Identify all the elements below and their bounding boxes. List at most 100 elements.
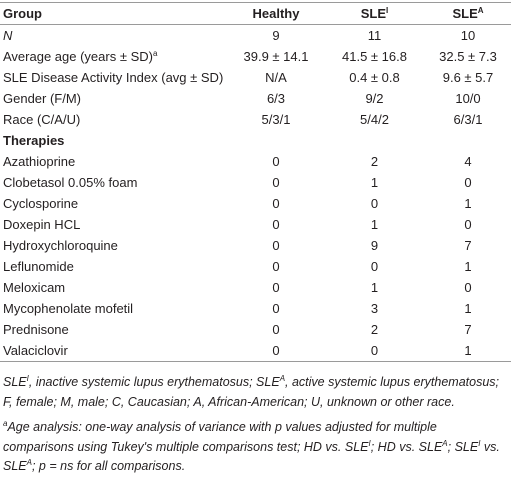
row-label: Valaciclovir <box>0 340 228 362</box>
text: N <box>3 28 13 43</box>
table-row: Mycophenolate mofetil 0 3 1 <box>0 298 511 319</box>
text: Group <box>3 6 42 21</box>
superscript: I <box>26 374 29 383</box>
text: Meloxicam <box>3 280 66 295</box>
row-label: Gender (F/M) <box>0 88 228 109</box>
cell: 0.4 ± 0.8 <box>349 70 400 85</box>
cell: 1 <box>370 175 379 190</box>
text: SLE <box>3 375 27 389</box>
cell: 2 <box>370 322 379 337</box>
cell: 10/0 <box>455 91 481 106</box>
superscript: a <box>3 419 8 428</box>
cell: 9/2 <box>365 91 384 106</box>
cell: 0 <box>272 238 280 253</box>
cell: N/A <box>265 70 287 85</box>
table-row: N 9 11 10 <box>0 25 511 47</box>
text: Healthy <box>252 6 300 21</box>
cell: 0 <box>272 217 280 232</box>
row-label: Hydroxychloroquine <box>0 235 228 256</box>
text: Mycophenolate mofetil <box>3 301 134 316</box>
cell: 0 <box>272 196 280 211</box>
footnote: aAge analysis: one-way analysis of varia… <box>3 418 508 477</box>
superscript: a <box>152 49 158 58</box>
cell: 0 <box>370 259 379 274</box>
text: Cyclosporine <box>3 196 79 211</box>
text: SLE Disease Activity Index (avg ± SD) <box>3 70 224 85</box>
row-label: N <box>0 25 228 47</box>
table-row: Leflunomide 0 0 1 <box>0 256 511 277</box>
cell: 7 <box>464 238 472 253</box>
footnotes: SLEI, inactive systemic lupus erythemato… <box>3 373 508 483</box>
footnote: SLEI, inactive systemic lupus erythemato… <box>3 373 508 412</box>
cell: 5/3/1 <box>261 112 291 127</box>
table-row: Azathioprine 0 2 4 <box>0 151 511 172</box>
superscript: A <box>442 438 448 448</box>
cell: 7 <box>464 322 472 337</box>
text: Age analysis: one-way analysis of varian… <box>3 420 437 454</box>
row-label: Azathioprine <box>0 151 228 172</box>
column-header: SLEI <box>324 2 425 25</box>
cell: 0 <box>370 196 379 211</box>
column-header: SLEA <box>425 2 511 25</box>
text: Hydroxychloroquine <box>3 238 118 253</box>
superscript: I <box>478 438 481 448</box>
text: Prednisone <box>3 322 69 337</box>
text: ; HD vs. SLE <box>370 439 443 454</box>
row-label: Meloxicam <box>0 277 228 298</box>
text: , active systemic lupus erythematosus; F… <box>3 375 500 409</box>
cell: 41.5 ± 16.8 <box>342 49 407 64</box>
cell: 0 <box>272 154 280 169</box>
cell: 0 <box>272 343 280 358</box>
row-label: Prednisone <box>0 319 228 340</box>
table-row: SLE Disease Activity Index (avg ± SD) N/A… <box>0 67 511 88</box>
cell: 39.9 ± 14.1 <box>243 49 309 64</box>
text: Average age (years ± SD) <box>3 49 153 64</box>
row-label: Average age (years ± SD)a <box>0 46 228 67</box>
data-table: Group Healthy SLEI SLEA N 9 11 10 Average age (… <box>0 2 511 362</box>
table-row: Gender (F/M) 6/3 9/2 10/0 <box>0 88 511 109</box>
row-label: Mycophenolate mofetil <box>0 298 228 319</box>
row-label: Race (C/A/U) <box>0 109 228 130</box>
column-header: Healthy <box>228 2 324 25</box>
text: Valaciclovir <box>3 343 68 358</box>
cell: 1 <box>464 196 472 211</box>
table-row: Average age (years ± SD)a 39.9 ± 14.1 41.5… <box>0 46 511 67</box>
cell: 32.5 ± 7.3 <box>439 49 497 64</box>
cell: 3 <box>370 301 379 316</box>
cell: 9.6 ± 5.7 <box>442 70 494 85</box>
table-row: Cyclosporine 0 0 1 <box>0 193 511 214</box>
table-row: Doxepin HCL 0 1 0 <box>0 214 511 235</box>
cell: 0 <box>272 175 280 190</box>
cell: 0 <box>272 301 280 316</box>
table-row: Clobetasol 0.05% foam 0 1 0 <box>0 172 511 193</box>
header-row: Group Healthy SLEI SLEA <box>0 2 511 25</box>
cell: 5/4/2 <box>360 112 389 127</box>
cell: 9 <box>370 238 379 253</box>
text: ; SLE <box>447 439 479 454</box>
cell: 1 <box>464 343 472 358</box>
cell: 6/3/1 <box>453 112 483 127</box>
cell: 0 <box>464 217 472 232</box>
cell: 2 <box>370 154 379 169</box>
table-row: Race (C/A/U) 5/3/1 5/4/2 6/3/1 <box>0 109 511 130</box>
cell: 6/3 <box>266 91 286 106</box>
cell: 1 <box>370 280 379 295</box>
cell: 0 <box>464 280 472 295</box>
text: Azathioprine <box>3 154 76 169</box>
superscript: A <box>26 458 32 467</box>
table-row: Hydroxychloroquine 0 9 7 <box>0 235 511 256</box>
text: Leflunomide <box>3 259 74 274</box>
superscript: I <box>368 438 371 448</box>
text: vs. SLE <box>3 439 500 474</box>
table-row: Meloxicam 0 1 0 <box>0 277 511 298</box>
cell: 10 <box>460 28 476 43</box>
cell: 0 <box>272 259 280 274</box>
cell: 0 <box>272 322 280 337</box>
row-label: Clobetasol 0.05% foam <box>0 172 228 193</box>
table-row: Prednisone 0 2 7 <box>0 319 511 340</box>
text: Gender (F/M) <box>3 91 82 106</box>
row-label: Cyclosporine <box>0 193 228 214</box>
superscript: A <box>477 6 484 15</box>
column-header: Group <box>0 2 228 25</box>
section-title: Therapies <box>3 133 65 148</box>
